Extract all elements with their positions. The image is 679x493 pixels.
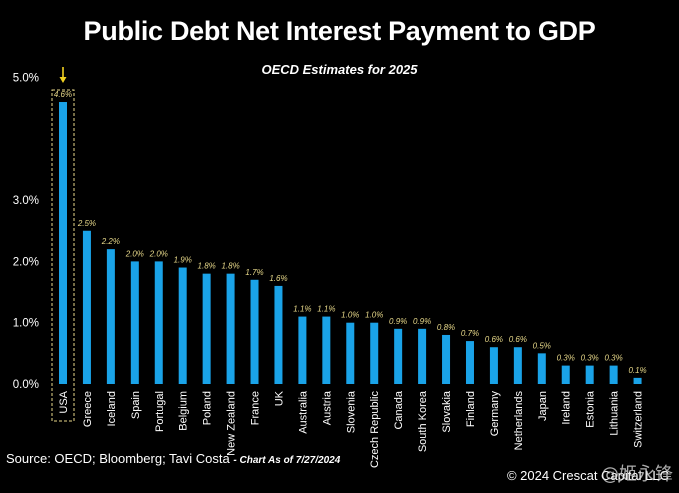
data-label: 0.9% <box>389 317 407 326</box>
x-tick-label: Canada <box>393 390 405 429</box>
y-tick-label: 5.0% <box>13 73 39 85</box>
data-label: 1.8% <box>198 262 216 271</box>
x-tick-label: Japan <box>537 391 549 421</box>
x-tick-label: Portugal <box>154 391 166 432</box>
bar-ireland <box>561 365 570 384</box>
y-tick-label: 2.0% <box>13 256 39 268</box>
data-label: 1.0% <box>341 311 359 320</box>
data-label: 1.6% <box>269 274 287 283</box>
arrow-down-icon <box>59 77 67 83</box>
bar-finland <box>465 341 474 384</box>
x-tick-label: UK <box>273 390 285 406</box>
y-tick-label: 3.0% <box>13 195 39 207</box>
x-tick-label: Slovenia <box>345 390 357 433</box>
data-label: 1.7% <box>245 268 263 277</box>
x-tick-label: Iceland <box>106 391 118 426</box>
data-label: 2.2% <box>101 237 120 246</box>
x-tick-label: Australia <box>297 390 309 434</box>
data-label: 0.7% <box>461 329 479 338</box>
bar-lithuania <box>609 365 618 384</box>
x-tick-label: South Korea <box>417 390 429 452</box>
x-tick-label: Czech Republic <box>369 391 381 469</box>
bar-canada <box>394 328 403 384</box>
data-label: 1.8% <box>221 262 239 271</box>
data-label: 1.9% <box>174 256 192 265</box>
x-tick-label: Lithuania <box>609 390 621 436</box>
bar-new-zealand <box>226 273 235 384</box>
data-label: 1.0% <box>365 311 383 320</box>
data-label: 0.3% <box>605 354 623 363</box>
bar-switzerland <box>633 377 642 384</box>
x-tick-label: Ireland <box>561 391 573 425</box>
source-note: Source: OECD; Bloomberg; Tavi Costa - Ch… <box>6 451 340 466</box>
chart-title: Public Debt Net Interest Payment to GDP <box>83 16 596 46</box>
x-tick-label: Greece <box>82 391 94 427</box>
bar-france <box>250 279 259 384</box>
bar-slovenia <box>346 322 355 384</box>
data-label: 2.5% <box>77 219 96 228</box>
bar-slovakia <box>442 334 451 384</box>
data-label: 0.3% <box>581 354 599 363</box>
data-label: 2.0% <box>125 249 144 258</box>
x-tick-label: Slovakia <box>441 390 453 432</box>
bar-spain <box>130 261 139 384</box>
x-tick-label: Germany <box>489 391 501 437</box>
y-tick-label: 1.0% <box>13 318 39 330</box>
watermark: @姬永锋 <box>601 464 673 485</box>
copyright-text: © 2024 Crescat Capital LLC <box>506 468 669 483</box>
data-label: 0.1% <box>628 366 646 375</box>
data-label: 4.6% <box>54 90 72 99</box>
x-tick-label: Estonia <box>585 390 597 428</box>
bar-belgium <box>178 267 187 384</box>
x-tick-label: New Zealand <box>226 391 238 456</box>
data-label: 2.0% <box>149 249 168 258</box>
chart-subtitle: OECD Estimates for 2025 <box>261 62 418 77</box>
bar-portugal <box>154 261 163 384</box>
x-tick-label: Netherlands <box>513 391 525 451</box>
bar-germany <box>489 347 498 384</box>
x-tick-label: Finland <box>465 391 477 427</box>
x-tick-label: USA <box>58 390 70 413</box>
bar-poland <box>202 273 211 384</box>
data-label: 1.1% <box>293 305 311 314</box>
data-label: 0.8% <box>437 323 455 332</box>
data-label: 0.6% <box>509 335 527 344</box>
as-of-text: - Chart As of 7/27/2024 <box>233 455 341 466</box>
bar-japan <box>537 353 546 384</box>
bar-czech-republic <box>370 322 379 384</box>
bar-usa <box>59 102 67 385</box>
y-tick-label: 0.0% <box>13 379 39 391</box>
bar-netherlands <box>513 347 522 384</box>
x-tick-label: Belgium <box>178 391 190 431</box>
data-label: 0.9% <box>413 317 431 326</box>
bar-south-korea <box>418 328 427 384</box>
bar-austria <box>322 316 331 384</box>
x-tick-label: France <box>250 391 262 425</box>
bar-estonia <box>585 365 594 384</box>
x-tick-label: Poland <box>202 391 214 425</box>
data-label: 0.3% <box>557 354 575 363</box>
source-text: Source: OECD; Bloomberg; Tavi Costa <box>6 451 230 466</box>
bar-greece <box>82 230 91 384</box>
highlight-box <box>51 89 75 422</box>
x-tick-label: Spain <box>130 391 142 419</box>
data-label: 0.6% <box>485 335 503 344</box>
x-tick-label: Austria <box>321 390 333 425</box>
bar-uk <box>274 285 283 384</box>
x-tick-label: Switzerland <box>633 391 645 448</box>
data-label: 0.5% <box>533 341 551 350</box>
bar-australia <box>298 316 307 384</box>
data-label: 1.1% <box>317 305 335 314</box>
bar-iceland <box>106 249 115 384</box>
